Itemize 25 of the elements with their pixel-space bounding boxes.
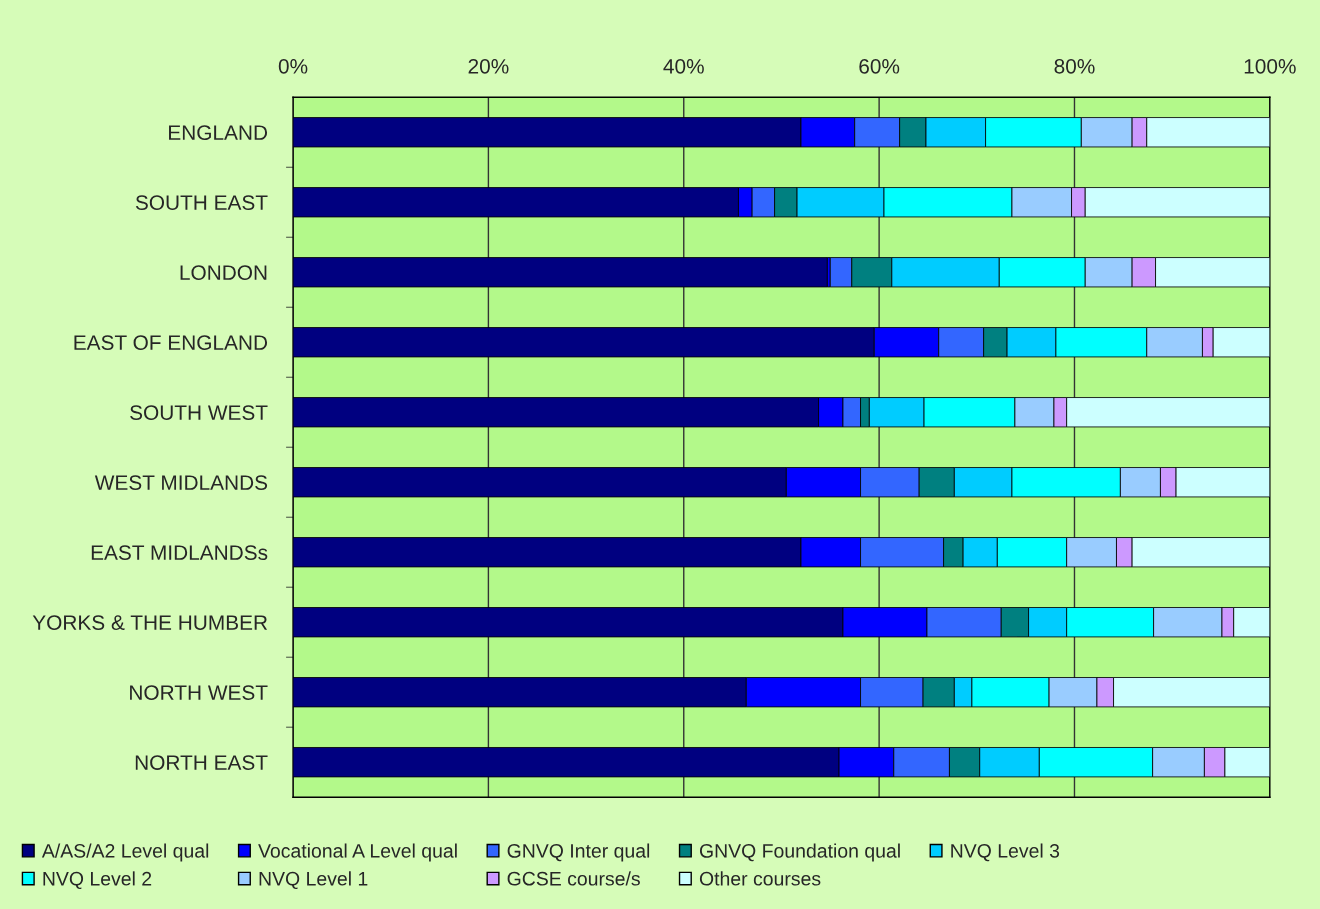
legend-label: NVQ Level 1 <box>259 871 368 890</box>
y-tick-label: NORTH WEST <box>130 685 268 700</box>
y-tick-label: SOUTH EAST <box>135 195 268 211</box>
y-tick-label: EAST MIDLANDSs <box>91 545 268 560</box>
x-tick-label: 20% <box>468 58 509 74</box>
legend-label: GNVQ Foundation qual <box>699 843 900 862</box>
y-tick-label: YORKS & THE HUMBER <box>32 615 268 630</box>
legend-label: NVQ Level 2 <box>43 871 152 890</box>
y-tick-label: EAST OF ENGLAND <box>74 335 268 350</box>
legend-label: Other courses <box>699 871 821 886</box>
x-tick-label: 40% <box>663 58 704 74</box>
y-tick-label: WEST MIDLANDS <box>94 475 268 490</box>
y-tick-label: LONDON <box>180 265 267 280</box>
legend-label: Vocational A Level qual <box>258 843 457 862</box>
x-tick-label: 80% <box>1054 58 1095 74</box>
legend-label: GCSE course/s <box>507 871 640 886</box>
y-tick-label: NORTH EAST <box>135 755 268 770</box>
x-tick-label: 100% <box>1244 58 1296 74</box>
legend-label: A/AS/A2 Level qual <box>41 843 209 862</box>
y-tick-label: SOUTH WEST <box>130 405 268 420</box>
x-tick-label: 0% <box>278 58 308 74</box>
legend-label: GNVQ Inter qual <box>507 843 650 862</box>
y-tick-label: ENGLAND <box>169 125 268 141</box>
x-tick-label: 60% <box>859 58 900 74</box>
legend-label: NVQ Level 3 <box>951 843 1060 862</box>
